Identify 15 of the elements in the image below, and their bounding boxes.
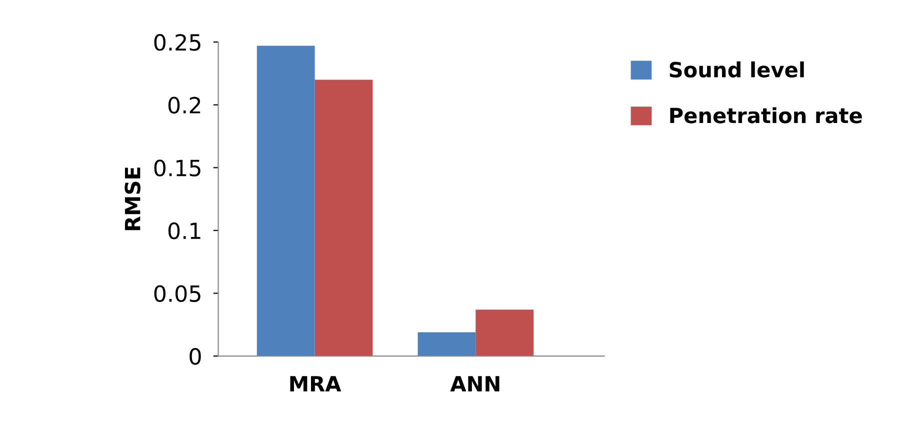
bar: [256, 46, 315, 356]
x-tick-label: MRA: [290, 376, 342, 392]
legend-label: Sound level: [670, 61, 804, 78]
bar: [476, 310, 534, 356]
y-tick-label: 0.15: [154, 160, 200, 176]
y-tick-label: 0.1: [168, 222, 200, 240]
y-tick-label: 0.05: [154, 285, 200, 302]
y-axis-title: RMSE: [124, 168, 140, 230]
y-tick-label: 0.25: [154, 34, 200, 51]
legend-label: Penetration rate: [670, 107, 862, 124]
bar: [314, 80, 373, 356]
x-tick-label: ANN: [450, 376, 500, 392]
bar: [418, 332, 476, 356]
y-tick-label: 0.2: [168, 96, 200, 114]
y-tick-label: 0: [190, 348, 201, 365]
